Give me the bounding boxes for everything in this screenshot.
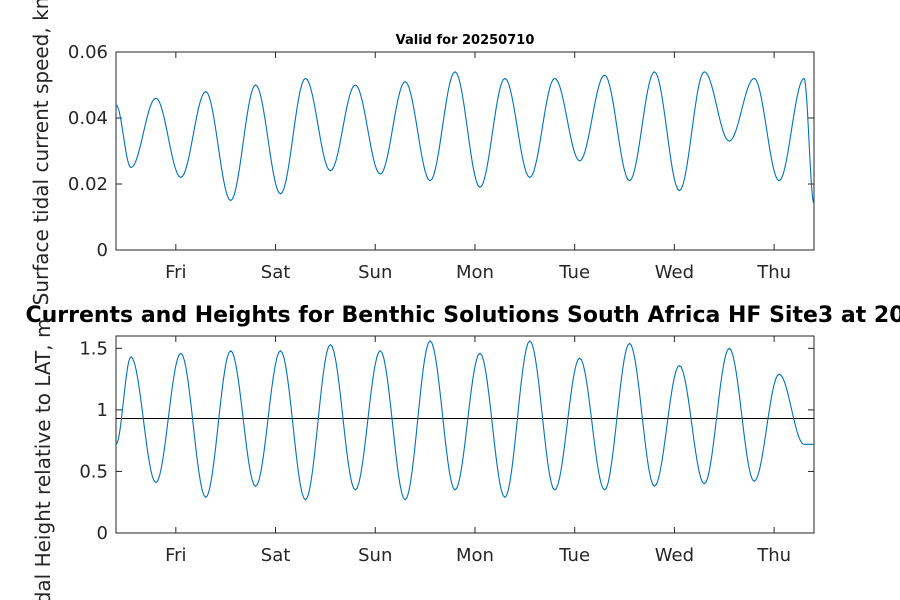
bottom-xtick-label: Fri bbox=[165, 545, 186, 566]
top-ytick-label: 0.02 bbox=[68, 174, 108, 195]
top-plot-x-ticks: Fri Sat Sun Mon Tue Wed Thu bbox=[165, 52, 791, 283]
bottom-ytick-label: 0.5 bbox=[79, 461, 108, 482]
bottom-plot: Currents and Heights for Benthic Solutio… bbox=[25, 303, 900, 600]
top-ytick-label: 0.06 bbox=[68, 42, 108, 63]
bottom-plot-y-ticks: 0 0.5 1 1.5 bbox=[79, 338, 814, 544]
bottom-plot-title: Currents and Heights for Benthic Solutio… bbox=[25, 303, 900, 328]
tidal-height-line bbox=[115, 340, 814, 501]
bottom-xtick-label: Sat bbox=[261, 545, 291, 566]
bottom-ytick-label: 1.5 bbox=[79, 338, 108, 359]
bottom-plot-x-ticks: Fri Sat Sun Mon Tue Wed Thu bbox=[165, 336, 791, 566]
top-plot: Valid for 20250710 Surface tidal current… bbox=[29, 0, 815, 305]
bottom-ytick-label: 0 bbox=[97, 523, 108, 544]
top-xtick-label: Sat bbox=[261, 262, 291, 283]
top-xtick-label: Fri bbox=[165, 262, 186, 283]
bottom-xtick-label: Tue bbox=[558, 545, 590, 566]
top-plot-ylabel: Surface tidal current speed, kn bbox=[29, 0, 53, 305]
top-plot-y-ticks: 0 0.02 0.04 0.06 bbox=[68, 42, 814, 261]
bottom-xtick-label: Wed bbox=[655, 545, 694, 566]
bottom-plot-axes-box bbox=[115, 335, 815, 534]
top-xtick-label: Wed bbox=[655, 262, 694, 283]
current-speed-line bbox=[115, 71, 815, 205]
top-plot-title: Valid for 20250710 bbox=[396, 33, 535, 48]
bottom-plot-ylabel: Tidal Height relative to LAT, m bbox=[31, 319, 55, 600]
top-ytick-label: 0 bbox=[97, 240, 108, 261]
top-xtick-label: Sun bbox=[358, 262, 392, 283]
bottom-xtick-label: Sun bbox=[358, 545, 392, 566]
top-plot-axes-box bbox=[115, 51, 815, 251]
bottom-ytick-label: 1 bbox=[97, 400, 108, 421]
bottom-xtick-label: Thu bbox=[756, 545, 791, 566]
top-xtick-label: Tue bbox=[558, 262, 590, 283]
top-xtick-label: Mon bbox=[456, 262, 494, 283]
top-xtick-label: Thu bbox=[756, 262, 791, 283]
top-ytick-label: 0.04 bbox=[68, 108, 108, 129]
bottom-xtick-label: Mon bbox=[456, 545, 494, 566]
